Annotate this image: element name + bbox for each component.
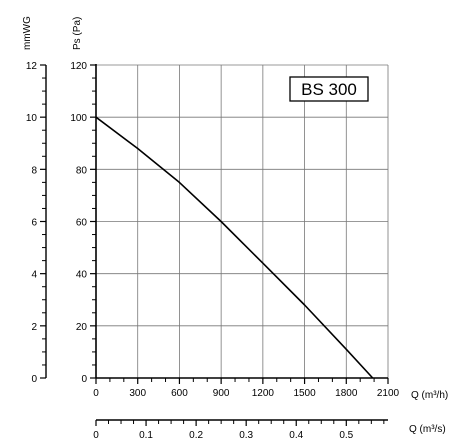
x2-tick-label: 0 bbox=[93, 430, 99, 441]
left-tick-label: 6 bbox=[31, 218, 37, 229]
x2-tick-label: 0.5 bbox=[339, 430, 353, 441]
y-tick-label: 60 bbox=[76, 218, 88, 229]
left-tick-label: 4 bbox=[31, 270, 37, 281]
left-tick-label: 2 bbox=[31, 322, 37, 333]
x-tick-label: 1200 bbox=[252, 388, 275, 399]
model-label-frame bbox=[289, 76, 369, 102]
x-tick-label: 2100 bbox=[377, 388, 400, 399]
x-tick-label: 1500 bbox=[293, 388, 316, 399]
series bbox=[95, 116, 374, 379]
y-tick-label: 80 bbox=[76, 165, 88, 176]
grid bbox=[96, 64, 389, 378]
x-tick-label: 900 bbox=[213, 388, 230, 399]
x2-tick-label: 0.1 bbox=[139, 430, 153, 441]
x-tick-label: 300 bbox=[129, 388, 146, 399]
left-tick-label: 12 bbox=[26, 61, 38, 72]
y-tick-label: 100 bbox=[70, 113, 87, 124]
x-axis-label: Q (m³/h) bbox=[411, 390, 448, 401]
y-tick-label: 0 bbox=[81, 374, 87, 385]
x-tick-label: 600 bbox=[171, 388, 188, 399]
y-tick-label: 120 bbox=[70, 61, 87, 72]
model-label: BS 300 bbox=[301, 80, 357, 99]
y-tick-label: 20 bbox=[76, 322, 88, 333]
x2-axis-label: Q (m³/s) bbox=[409, 424, 446, 435]
x2-tick-label: 0.2 bbox=[189, 430, 203, 441]
y-tick-label: 40 bbox=[76, 270, 88, 281]
x2-tick-label: 0.4 bbox=[289, 430, 303, 441]
left-tick-label: 0 bbox=[31, 374, 37, 385]
performance-curve bbox=[95, 116, 374, 379]
x-tick-label: 1800 bbox=[335, 388, 358, 399]
left-tick-label: 10 bbox=[26, 113, 38, 124]
left-axis-label: mmWG bbox=[22, 16, 33, 50]
x-tick-label: 0 bbox=[93, 388, 99, 399]
model-label-box: BS 300 bbox=[289, 76, 369, 102]
y-axis-label: Ps (Pa) bbox=[72, 17, 83, 50]
left-tick-label: 8 bbox=[31, 165, 37, 176]
x2-tick-label: 0.3 bbox=[239, 430, 253, 441]
axes bbox=[40, 64, 389, 426]
